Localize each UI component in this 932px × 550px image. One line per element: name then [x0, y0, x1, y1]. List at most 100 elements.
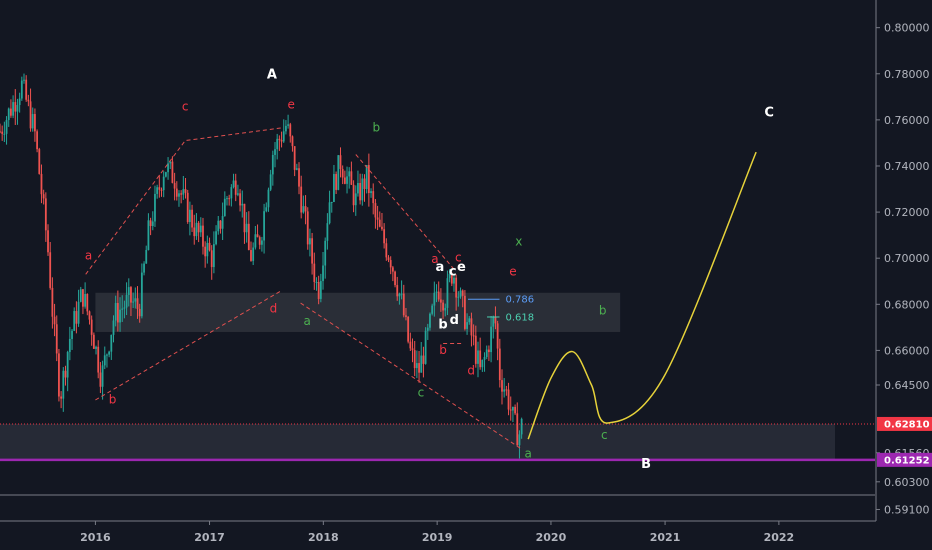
candle-body	[431, 305, 434, 314]
wave-label-c: c	[449, 264, 457, 279]
candle-body	[496, 323, 499, 349]
price-tick-label: 0.64500	[884, 379, 930, 392]
candle-body	[95, 346, 97, 349]
wave-label-e: e	[457, 260, 466, 275]
candle-body	[136, 298, 139, 309]
candle-body	[509, 409, 512, 411]
candle-body	[498, 348, 501, 381]
candle-body	[160, 189, 163, 191]
candle-body	[217, 220, 220, 232]
candle-body	[409, 341, 412, 349]
candle-body	[0, 131, 1, 133]
candle-body	[463, 295, 466, 329]
candle-body	[64, 370, 67, 378]
candle-body	[433, 292, 436, 306]
channel-upper-line	[355, 154, 456, 272]
candle-body	[151, 221, 154, 227]
candle-body	[357, 183, 359, 194]
candle-body	[470, 318, 473, 336]
candle-body	[186, 192, 189, 223]
candle-body	[53, 316, 56, 325]
wave-label-b: b	[109, 392, 117, 406]
candle-body	[322, 265, 324, 282]
candle-body	[385, 243, 388, 258]
time-axis[interactable]: 2016 2017 2018 2019 2020 2021 2022	[0, 494, 876, 544]
wave-label-c: c	[601, 428, 608, 442]
price-tick-label: 0.60300	[884, 476, 930, 489]
candle-body	[405, 315, 407, 317]
time-tick-label: 2016	[80, 531, 111, 544]
triangle-lower-line	[95, 290, 282, 401]
candle-body	[477, 350, 479, 364]
candle-body	[503, 389, 506, 392]
candle-body	[158, 187, 161, 190]
candle-body	[280, 140, 283, 142]
candle-body	[82, 289, 84, 307]
candle-body	[110, 334, 113, 352]
candle-body	[422, 355, 425, 364]
candle-body	[145, 249, 148, 264]
candle-body	[88, 311, 91, 320]
triangle-upper-line	[85, 127, 282, 275]
candle-body	[367, 165, 370, 194]
candle-body	[311, 238, 314, 264]
annotation-lines-layer: 0.786 0.618	[0, 127, 875, 462]
projection-curve	[527, 151, 757, 440]
time-tick-label: 2019	[422, 531, 453, 544]
candle-body	[263, 211, 265, 241]
candle-body	[411, 348, 414, 351]
price-tick-label: 0.74000	[884, 160, 930, 173]
candle-body	[387, 257, 390, 261]
candle-body	[31, 114, 34, 129]
candle-body	[73, 311, 76, 331]
candle-body	[38, 149, 41, 174]
candle-body	[361, 178, 364, 201]
candle-body	[474, 335, 477, 364]
candle-body	[372, 191, 375, 204]
current-price-badge	[877, 416, 932, 431]
candle-body	[282, 131, 285, 142]
candle-body	[175, 188, 178, 197]
candle-body	[130, 287, 132, 303]
candle-body	[119, 309, 121, 323]
candle-body	[429, 313, 431, 328]
candle-body	[485, 349, 488, 357]
fib-label-0.786: 0.786	[506, 295, 535, 306]
candle-body	[302, 206, 305, 213]
candle-body	[520, 418, 523, 435]
candle-body	[210, 250, 213, 268]
wave-label-c: c	[455, 251, 462, 265]
candle-body	[58, 353, 60, 397]
candle-body	[243, 203, 246, 233]
candle-body	[424, 330, 427, 364]
candle-body	[507, 389, 510, 410]
candle-body	[453, 277, 455, 284]
candle-body	[354, 193, 357, 206]
candle-body	[164, 172, 167, 177]
wave-label-a: a	[303, 314, 310, 328]
candle-body	[317, 281, 320, 299]
candle-body	[261, 240, 263, 245]
candle-body	[208, 242, 211, 251]
candle-body	[204, 246, 207, 257]
candle-body	[5, 120, 8, 134]
candle-body	[60, 396, 63, 399]
candle-body	[184, 189, 187, 193]
candle-body	[154, 193, 156, 222]
candle-body	[27, 99, 30, 102]
candle-body	[415, 363, 418, 369]
price-axis[interactable]: 0.80000 0.78000 0.76000 0.74000 0.72000 0.700…	[875, 0, 930, 521]
candle-body	[396, 285, 399, 297]
candle-body	[252, 247, 255, 261]
candle-body	[173, 182, 176, 189]
candle-body	[289, 124, 292, 137]
candle-body	[346, 176, 348, 184]
candle-body	[84, 293, 87, 307]
candle-body	[516, 413, 519, 446]
candle-body	[326, 223, 329, 241]
candle-body	[169, 161, 172, 164]
time-tick-label: 2018	[308, 531, 339, 544]
candle-body	[437, 291, 440, 300]
